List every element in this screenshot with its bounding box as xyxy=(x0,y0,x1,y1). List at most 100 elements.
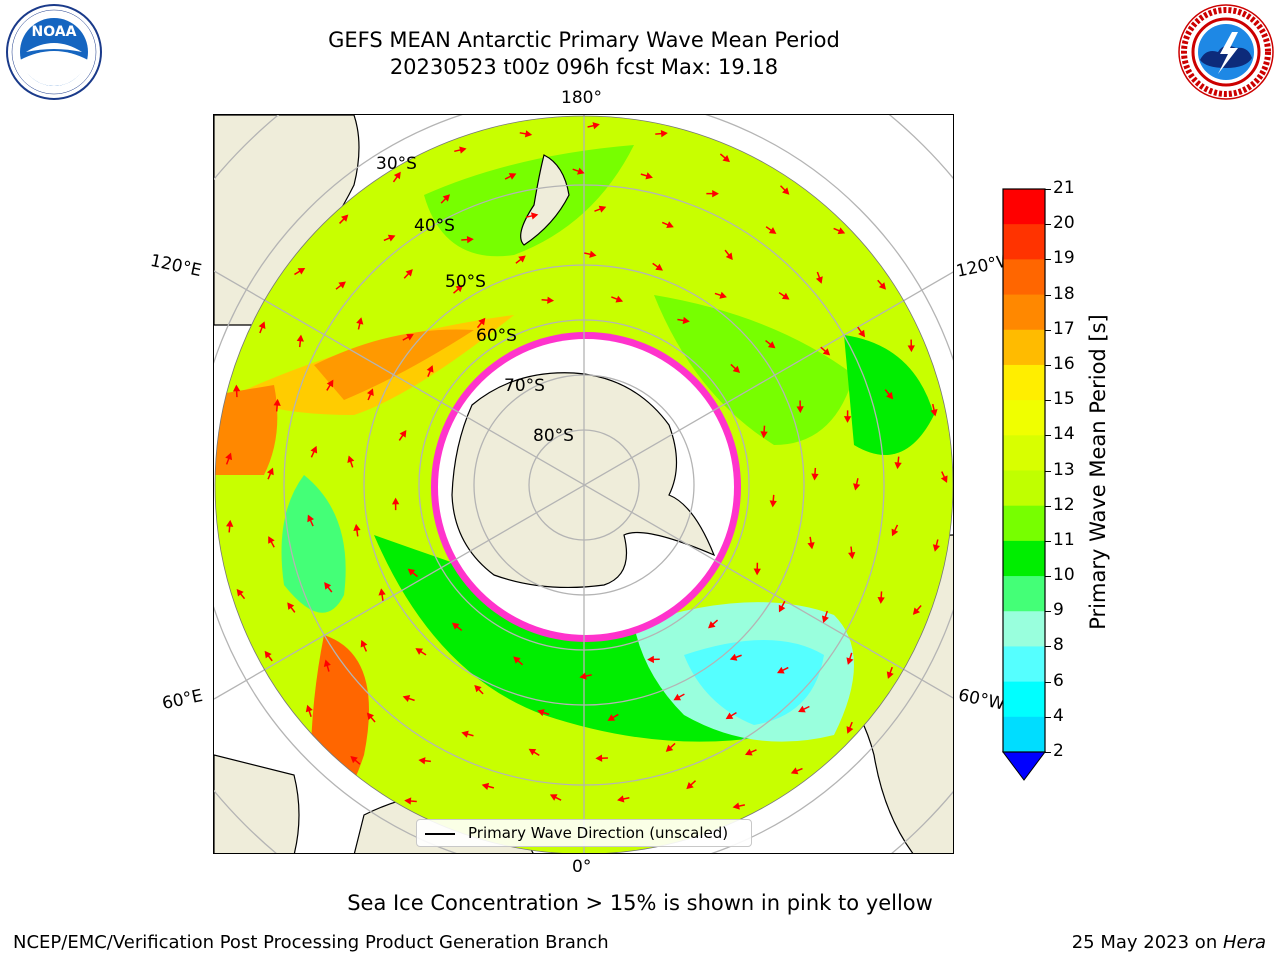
wave-arrow-head xyxy=(350,756,358,764)
lon-label-0: 0° xyxy=(572,857,592,877)
wave-arrow-head xyxy=(598,205,607,213)
colorbar-cell xyxy=(1003,681,1045,718)
wave-arrow-head xyxy=(732,802,740,810)
colorbar-tick-label: 9 xyxy=(1053,600,1064,621)
wave-arrow-head xyxy=(537,709,545,717)
colorbar-tick-label: 21 xyxy=(1053,178,1075,198)
wave-arrow-head xyxy=(655,263,663,271)
wave-arrow-head xyxy=(592,122,600,130)
wave-arrow-head xyxy=(225,452,233,461)
wave-arrow-head xyxy=(547,296,555,304)
colorbar-cell xyxy=(1003,540,1045,577)
wave-arrow-head xyxy=(347,455,355,463)
lon-label-180: 180° xyxy=(561,88,602,108)
wave-arrow-head xyxy=(406,334,414,341)
wave-arrow-head xyxy=(853,483,861,491)
wave-arrow-head xyxy=(508,173,517,180)
wave-arrow-head xyxy=(399,430,407,438)
wave-arrow-head xyxy=(273,398,281,406)
wave-arrow-head xyxy=(744,748,753,756)
wave-arrow-head xyxy=(769,500,777,508)
wave-arrow-head xyxy=(682,316,690,325)
lat-label-80: 80°S xyxy=(533,426,574,446)
lat-label-30: 30°S xyxy=(376,154,417,174)
wave-arrow-head xyxy=(725,252,733,261)
wave-arrow-head xyxy=(268,536,275,544)
colorbar-tick-mark xyxy=(1045,400,1051,402)
colorbar-cell xyxy=(1003,329,1045,366)
colorbar-cell xyxy=(1003,224,1045,260)
wave-arrow-head xyxy=(338,281,346,289)
credit-right: 25 May 2023 on Hera xyxy=(1072,932,1266,953)
wave-arrow-head xyxy=(418,757,426,765)
wave-arrow-head xyxy=(886,671,894,679)
land-antarctica xyxy=(451,372,716,589)
colorbar-tick-label: 10 xyxy=(1053,565,1075,586)
map-area: 30°S 40°S 50°S 60°S 70°S 80°S Primary Wa… xyxy=(213,114,954,854)
wave-arrow-head xyxy=(886,391,894,400)
wave-arrow-head xyxy=(665,744,674,752)
wave-arrow-head xyxy=(530,212,539,220)
lat-label-50: 50°S xyxy=(445,272,486,292)
colorbar-title: Primary Wave Mean Period [s] xyxy=(1086,314,1110,630)
wave-arrow-head xyxy=(266,467,274,476)
wave-arrow-head xyxy=(843,416,852,423)
wave-arrow-head xyxy=(402,695,411,702)
wave-arrow-head xyxy=(518,255,526,263)
wave-arrow-head xyxy=(459,146,467,154)
legend-line-swatch xyxy=(425,833,455,835)
colorbar-tick-label: 4 xyxy=(1053,705,1064,726)
credit-machine: Hera xyxy=(1222,932,1266,953)
wave-arrow-head xyxy=(404,797,412,805)
wave-arrow-head xyxy=(393,171,401,180)
wave-arrow-head xyxy=(579,672,587,680)
colorbar-cell xyxy=(1003,470,1045,507)
wave-arrow-head xyxy=(666,221,674,229)
wave-arrow-head xyxy=(326,379,334,388)
colorbar-tick-mark xyxy=(1045,505,1051,507)
map-legend: Primary Wave Direction (unscaled) xyxy=(416,819,752,847)
lat-label-70: 70°S xyxy=(504,376,545,396)
wave-arrow-head xyxy=(647,655,654,664)
wave-arrow-head xyxy=(686,781,694,790)
wave-arrow-head xyxy=(732,365,741,374)
colorbar-tick-mark xyxy=(1045,681,1051,683)
colorbar-tick-mark xyxy=(1045,540,1051,542)
wave-arrow-head xyxy=(837,227,846,235)
wave-arrow-head xyxy=(577,167,585,175)
wave-arrow-head xyxy=(894,462,902,470)
colorbar-tick-label: 14 xyxy=(1053,424,1075,445)
land-africa xyxy=(214,754,300,853)
lat-label-60: 60°S xyxy=(476,326,517,346)
colorbar-tick-label: 11 xyxy=(1053,529,1075,550)
colorbar-cell xyxy=(1003,576,1045,612)
wave-arrow-head xyxy=(722,154,730,163)
wave-arrow-head xyxy=(798,705,806,713)
colorbar-cell xyxy=(1003,646,1045,683)
wave-arrow-head xyxy=(673,693,682,701)
wave-arrow-head xyxy=(366,712,374,720)
wave-arrow-head xyxy=(846,657,854,665)
wave-arrow-head xyxy=(415,648,424,655)
wave-arrow-head xyxy=(615,295,624,303)
colorbar-cell xyxy=(1003,400,1045,436)
wave-arrow-head xyxy=(940,475,948,483)
wave-arrow-head xyxy=(264,650,272,659)
lon-label-120e: 120°E xyxy=(148,250,204,282)
wave-arrow-head xyxy=(932,544,940,552)
colorbar-tick-label: 17 xyxy=(1053,318,1075,339)
colorbar-cell xyxy=(1003,189,1045,225)
wave-arrow-head xyxy=(725,712,734,720)
wave-arrow-head xyxy=(232,384,241,392)
colorbar-cell xyxy=(1003,259,1045,296)
wave-direction-arrows xyxy=(225,122,948,810)
wave-arrow-head xyxy=(455,284,464,293)
wave-arrow-head xyxy=(815,276,823,284)
wave-arrow-head xyxy=(891,528,899,537)
colorbar-tick-label: 20 xyxy=(1053,213,1075,234)
wave-arrow-head xyxy=(360,639,368,648)
wave-arrow-head xyxy=(607,714,616,721)
wave-arrow-head xyxy=(790,767,799,775)
wave-arrow-head xyxy=(391,497,400,505)
wave-arrow-head xyxy=(307,514,315,523)
